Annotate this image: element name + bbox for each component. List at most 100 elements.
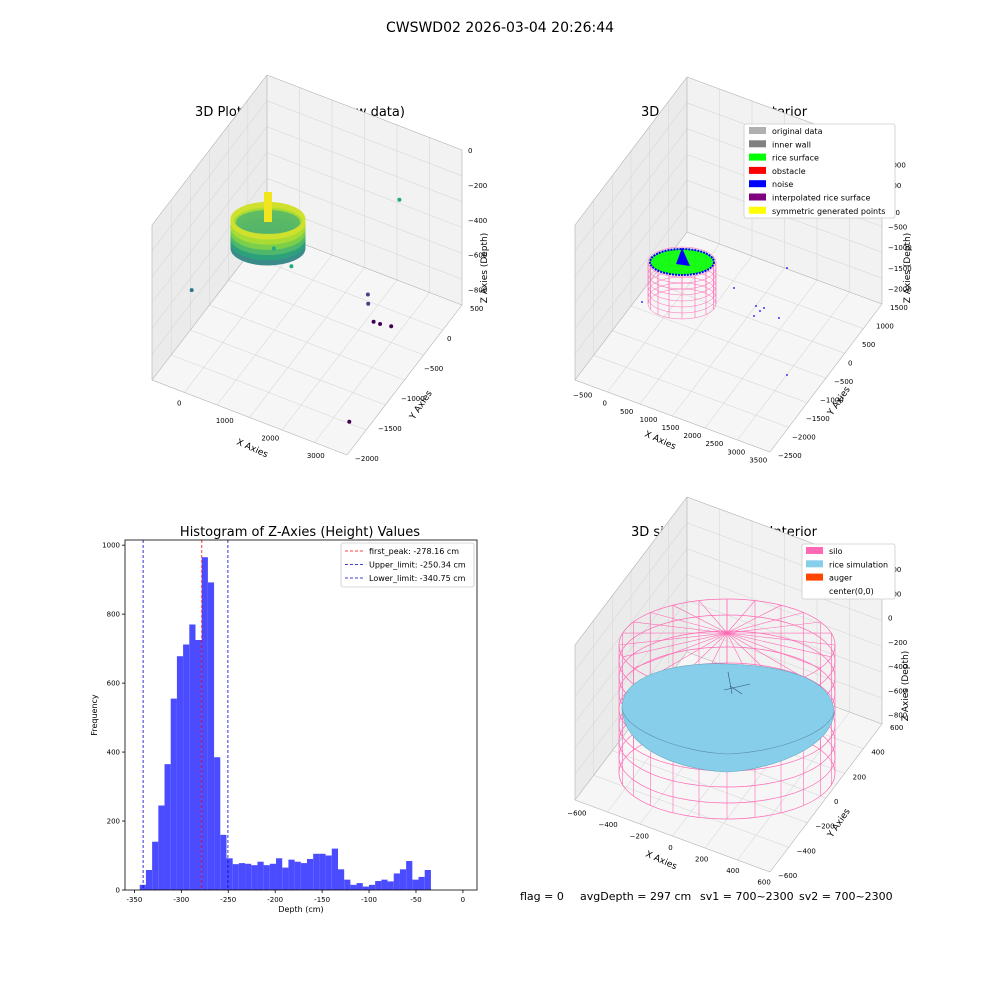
histogram-bar <box>282 867 289 890</box>
raw-gridline <box>151 100 268 251</box>
raw-box-edge <box>151 379 348 456</box>
histogram-x-tick: -350 <box>126 896 142 904</box>
histogram-bar <box>220 834 227 890</box>
histogram-x-tick: -200 <box>267 896 283 904</box>
histogram-y-tick: 400 <box>107 749 120 757</box>
simulation-legend: silo rice simulation auger center(0,0) <box>801 543 896 600</box>
histogram-bar <box>207 582 215 890</box>
histogram-ticks: -350 -300 -250 -200 -150 -100 -50 0 0 200 400 600 80… <box>102 542 465 904</box>
simulation-roof-line <box>726 632 832 658</box>
histogram-y-tick: 0 <box>116 887 120 895</box>
simulation-roof-line <box>726 621 821 634</box>
histogram-bar <box>356 883 363 890</box>
histogram-bar <box>399 869 407 890</box>
simulation-x-tick: −600 <box>567 809 586 817</box>
raw-x-tick: 3000 <box>307 452 325 460</box>
simulation-roof-line <box>726 604 782 634</box>
histogram-bar <box>245 863 252 890</box>
classify-noise-point <box>786 374 788 376</box>
classify-x-tick: 3000 <box>727 448 745 456</box>
classify-noise-point <box>763 307 765 309</box>
status-sv1: sv1 = 700~2300 <box>700 890 794 903</box>
simulation-y-tick: −200 <box>815 823 834 831</box>
raw-outlier-point <box>366 301 371 306</box>
simulation-y-tick: −400 <box>797 847 816 855</box>
raw-3d-plot-panel: 3D Plot of Silo Interior(row data) 01000… <box>151 74 490 463</box>
classify-3d-panel: 3D classify of Silo Interior −5000500100… <box>573 76 913 464</box>
histogram-y-tick: 800 <box>107 611 120 619</box>
classify-noise-ring <box>649 248 715 276</box>
raw-outlier-point <box>271 246 276 251</box>
raw-x-tick: 2000 <box>261 434 279 442</box>
raw-y-tick: −1000 <box>401 395 425 403</box>
classify-z-tick: −1500 <box>888 265 912 273</box>
classify-x-tick: 0 <box>602 400 606 408</box>
classify-legend-label: rice surface <box>772 154 819 163</box>
raw-outlier-point <box>289 264 294 269</box>
classify-noise-point <box>753 315 755 317</box>
classify-box-edge <box>769 303 883 453</box>
histogram-y-tick: 1000 <box>102 542 120 550</box>
status-avg-depth: avgDepth = 297 cm <box>580 890 691 903</box>
histogram-bar <box>170 698 177 890</box>
simulation-legend-swatch <box>806 560 823 568</box>
classify-x-tick: 1000 <box>640 416 658 424</box>
histogram-bar <box>393 873 400 890</box>
histogram-bar <box>238 863 246 890</box>
simulation-roof-line <box>672 604 728 634</box>
simulation-3d-panel: 3D simulation of Silo Interior −600−400−… <box>567 496 911 887</box>
raw-x-tick: 0 <box>177 399 181 407</box>
raw-outlier-point <box>397 197 402 202</box>
histogram-bar <box>362 886 369 890</box>
raw-z-tick: −400 <box>468 217 487 225</box>
histogram-bar <box>176 656 184 890</box>
classify-y-tick: −500 <box>834 378 853 386</box>
raw-y-tick: 0 <box>447 335 451 343</box>
histogram-bar <box>158 805 165 890</box>
histogram-bar <box>406 861 413 890</box>
classify-legend-label: inner wall <box>772 140 811 149</box>
classify-legend-label: noise <box>772 180 793 189</box>
classify-noise-point <box>786 267 788 269</box>
histogram-bar <box>201 557 208 890</box>
simulation-y-tick: 0 <box>834 798 838 806</box>
raw-3d-ylabel: Y Axies <box>408 389 435 423</box>
histogram-legend-label: first_peak: -278.16 cm <box>369 547 459 556</box>
simulation-legend-label: rice simulation <box>829 560 888 569</box>
histogram-bar <box>337 869 345 890</box>
classify-legend-swatch <box>749 140 766 148</box>
raw-outlier-point <box>365 292 370 297</box>
histogram-legend-frame <box>340 542 475 588</box>
histogram-vlines <box>142 540 229 890</box>
raw-y-tick: −500 <box>424 365 443 373</box>
raw-auger-spike <box>264 192 272 222</box>
simulation-auger-line <box>723 683 751 691</box>
histogram-bar <box>319 853 326 890</box>
simulation-roof-line <box>618 632 728 646</box>
classify-legend-label: obstacle <box>772 167 806 176</box>
classify-3d-xlabel: X Axies <box>643 430 678 453</box>
raw-gridline <box>266 100 463 177</box>
histogram-bar <box>189 624 196 890</box>
simulation-z-tick: −200 <box>888 639 907 647</box>
classify-y-tick: 0 <box>848 360 852 368</box>
simulation-roof-line <box>633 632 728 669</box>
raw-x-tick: 1000 <box>216 417 234 425</box>
classify-x-tick: 2000 <box>684 432 702 440</box>
classify-box-edge <box>574 76 688 226</box>
simulation-z-tick: −800 <box>888 712 907 720</box>
histogram-bar <box>368 884 376 890</box>
simulation-roof-line <box>726 612 804 634</box>
simulation-roof-line <box>726 632 836 646</box>
simulation-y-tick: 400 <box>871 749 884 757</box>
raw-z-tick: −800 <box>468 287 487 295</box>
histogram-ylabel: Frequency <box>90 694 99 736</box>
histogram-bar <box>412 879 419 890</box>
histogram-bar <box>300 863 308 890</box>
histogram-bar <box>183 644 190 890</box>
classify-z-partial-tick: 00 <box>891 209 900 217</box>
histogram-bar <box>164 764 171 890</box>
classify-legend-swatch <box>749 193 766 201</box>
simulation-x-tick: 400 <box>726 867 739 875</box>
classify-noise-point <box>778 317 780 319</box>
